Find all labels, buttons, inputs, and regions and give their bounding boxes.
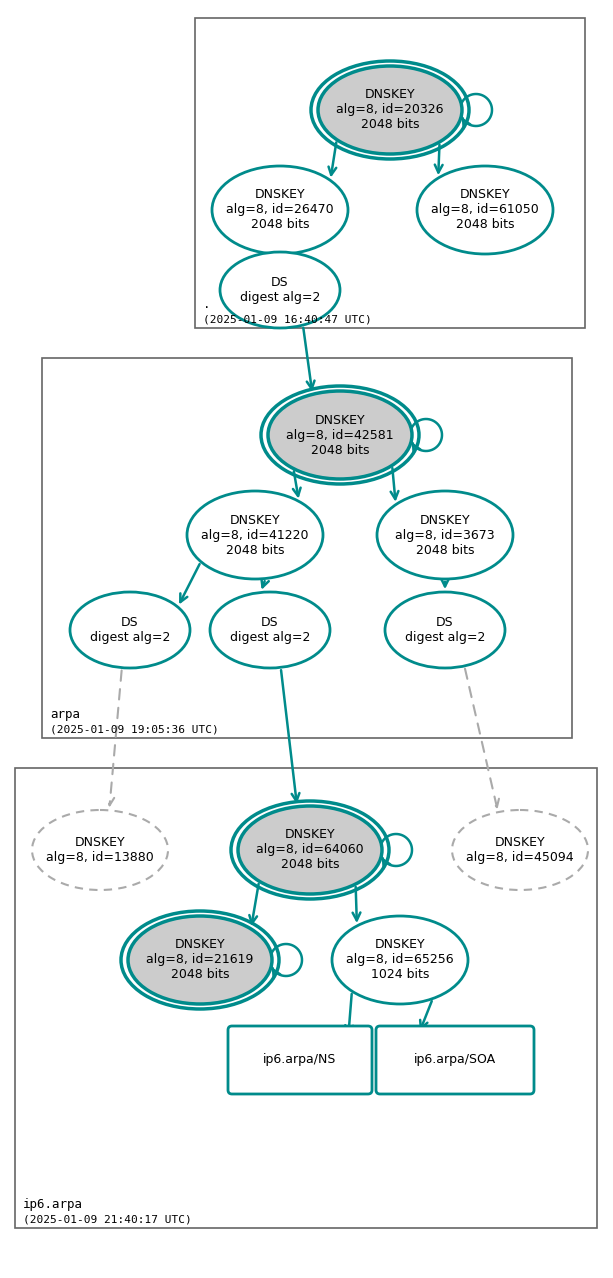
FancyBboxPatch shape (376, 1026, 534, 1094)
Text: DS
digest alg=2: DS digest alg=2 (90, 616, 170, 644)
Text: DNSKEY
alg=8, id=42581
2048 bits: DNSKEY alg=8, id=42581 2048 bits (286, 414, 394, 456)
Text: .: . (203, 298, 210, 311)
Text: ip6.arpa: ip6.arpa (23, 1197, 83, 1212)
Text: ip6.arpa/SOA: ip6.arpa/SOA (414, 1053, 496, 1067)
Text: DS
digest alg=2: DS digest alg=2 (405, 616, 485, 644)
Ellipse shape (268, 391, 412, 479)
Text: DNSKEY
alg=8, id=20326
2048 bits: DNSKEY alg=8, id=20326 2048 bits (337, 88, 444, 132)
Ellipse shape (128, 916, 272, 1005)
Text: ip6.arpa/NS: ip6.arpa/NS (264, 1053, 337, 1067)
Text: arpa: arpa (50, 708, 80, 721)
Text: DNSKEY
alg=8, id=41220
2048 bits: DNSKEY alg=8, id=41220 2048 bits (201, 514, 309, 556)
FancyBboxPatch shape (228, 1026, 372, 1094)
Ellipse shape (385, 592, 505, 668)
Ellipse shape (210, 592, 330, 668)
Ellipse shape (220, 252, 340, 328)
Text: DNSKEY
alg=8, id=21619
2048 bits: DNSKEY alg=8, id=21619 2048 bits (147, 938, 254, 982)
Ellipse shape (70, 592, 190, 668)
Text: DS
digest alg=2: DS digest alg=2 (240, 276, 320, 304)
Ellipse shape (377, 491, 513, 579)
Text: (2025-01-09 19:05:36 UTC): (2025-01-09 19:05:36 UTC) (50, 725, 219, 734)
Bar (15, 768, 597, 1228)
Ellipse shape (32, 810, 168, 889)
Ellipse shape (318, 66, 462, 155)
Ellipse shape (417, 166, 553, 254)
Ellipse shape (212, 166, 348, 254)
Text: DNSKEY
alg=8, id=3673
2048 bits: DNSKEY alg=8, id=3673 2048 bits (395, 514, 495, 556)
Text: (2025-01-09 16:40:47 UTC): (2025-01-09 16:40:47 UTC) (203, 314, 371, 325)
Text: DNSKEY
alg=8, id=65256
1024 bits: DNSKEY alg=8, id=65256 1024 bits (346, 938, 454, 982)
Bar (42, 358, 572, 737)
Text: DS
digest alg=2: DS digest alg=2 (230, 616, 310, 644)
Ellipse shape (187, 491, 323, 579)
Ellipse shape (238, 806, 382, 895)
Text: DNSKEY
alg=8, id=26470
2048 bits: DNSKEY alg=8, id=26470 2048 bits (226, 188, 334, 231)
Ellipse shape (452, 810, 588, 889)
Text: DNSKEY
alg=8, id=13880: DNSKEY alg=8, id=13880 (46, 836, 154, 864)
Ellipse shape (332, 916, 468, 1005)
Bar (195, 18, 585, 328)
Text: DNSKEY
alg=8, id=45094: DNSKEY alg=8, id=45094 (466, 836, 574, 864)
Text: DNSKEY
alg=8, id=61050
2048 bits: DNSKEY alg=8, id=61050 2048 bits (431, 188, 539, 231)
Text: (2025-01-09 21:40:17 UTC): (2025-01-09 21:40:17 UTC) (23, 1214, 192, 1224)
Text: DNSKEY
alg=8, id=64060
2048 bits: DNSKEY alg=8, id=64060 2048 bits (256, 828, 364, 872)
